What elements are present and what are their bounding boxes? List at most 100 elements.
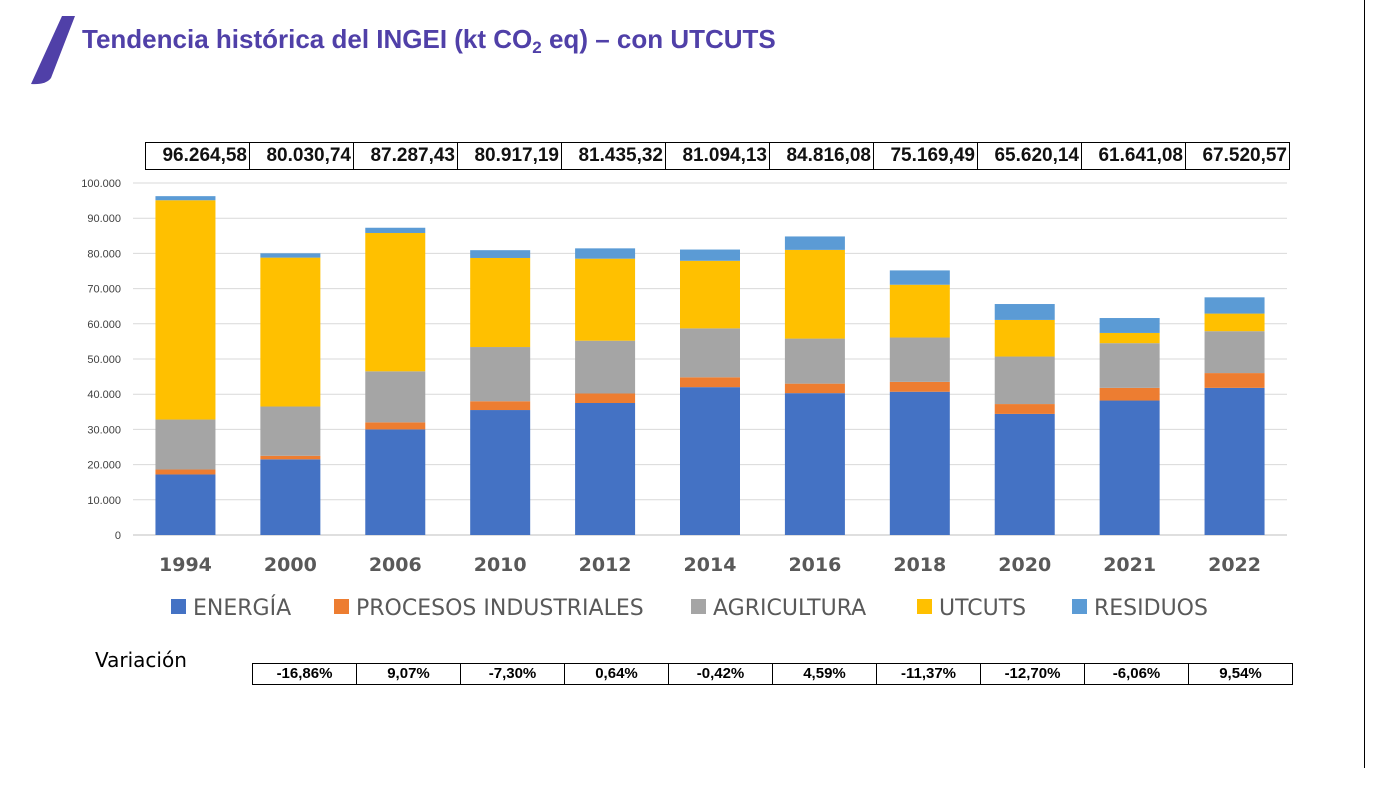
right-edge-divider xyxy=(1364,0,1365,768)
totals-row: 96.264,58 80.030,74 87.287,43 80.917,19 81.4… xyxy=(145,142,1290,170)
bar-segment-agricultura xyxy=(575,340,636,394)
bar-segment-utcuts xyxy=(1204,313,1265,332)
bar-segment-procesos-industriales xyxy=(1099,387,1160,401)
legend: ENERGÍA PROCESOS INDUSTRIALES AGRICULTURA U… xyxy=(171,595,1208,621)
bar-segment-procesos-industriales xyxy=(784,383,845,394)
total-cell: 81.435,32 xyxy=(561,142,666,170)
x-axis-tick-labels: 1994 2000 2006 2010 2012 2014 2016 2018 2020 2021… xyxy=(159,554,1261,576)
bar-segment-residuos xyxy=(365,227,426,233)
bar-segment-energía xyxy=(470,410,531,535)
legend-item: RESIDUOS xyxy=(1072,596,1208,621)
y-tick-label: 100.000 xyxy=(81,178,121,190)
x-tick-label: 2022 xyxy=(1208,554,1261,576)
x-tick-label: 2016 xyxy=(788,554,841,576)
x-tick-label: 2000 xyxy=(264,554,317,576)
y-tick-label: 50.000 xyxy=(87,354,121,366)
total-cell: 87.287,43 xyxy=(353,142,458,170)
title-end: eq) – con UTCUTS xyxy=(541,24,776,54)
variation-label: Variación xyxy=(95,648,187,672)
bar-segment-energía xyxy=(680,387,740,535)
variation-cell: 9,07% xyxy=(356,663,461,685)
bar-segment-procesos-industriales xyxy=(575,393,636,403)
bar-segment-residuos xyxy=(470,250,531,258)
page-title: Tendencia histórica del INGEI (kt CO2 eq… xyxy=(82,24,776,57)
variation-cell: -7,30% xyxy=(460,663,565,685)
legend-swatch xyxy=(917,599,932,614)
total-cell: 75.169,49 xyxy=(873,142,978,170)
variation-table: -16,86% 9,07% -7,30% 0,64% -0,42% 4,59% -11,37… xyxy=(252,663,1293,685)
bar-segment-procesos-industriales xyxy=(1204,373,1265,388)
legend-item: ENERGÍA xyxy=(171,595,291,621)
y-axis-tick-labels: 0 10.000 20.000 30.000 40.000 50.000 60.000 70.… xyxy=(81,178,121,542)
y-tick-label: 60.000 xyxy=(87,319,121,331)
bar-segment-energía xyxy=(994,413,1055,535)
total-cell: 61.641,08 xyxy=(1081,142,1186,170)
bar-segment-agricultura xyxy=(470,347,531,402)
bar-segment-agricultura xyxy=(260,406,321,456)
legend-label: UTCUTS xyxy=(939,596,1026,621)
bar-segment-residuos xyxy=(260,253,321,258)
bar-segment-procesos-industriales xyxy=(680,377,740,388)
total-cell: 67.520,57 xyxy=(1185,142,1290,170)
title-main: Tendencia histórica del INGEI (kt CO xyxy=(82,24,533,54)
bar-segment-agricultura xyxy=(365,371,426,423)
title-subscript: 2 xyxy=(532,38,542,57)
bar-segment-residuos xyxy=(155,196,216,201)
legend-item: UTCUTS xyxy=(917,596,1026,621)
legend-swatch xyxy=(1072,599,1087,614)
bar-segment-utcuts xyxy=(470,257,531,348)
y-tick-label: 80.000 xyxy=(87,248,121,260)
variation-cell: -11,37% xyxy=(876,663,981,685)
x-tick-label: 2020 xyxy=(998,554,1051,576)
bar-segment-procesos-industriales xyxy=(994,404,1055,414)
bar-segment-agricultura xyxy=(155,419,216,470)
x-tick-label: 2018 xyxy=(893,554,946,576)
variation-cell: 4,59% xyxy=(772,663,877,685)
bar-segment-energía xyxy=(784,393,845,535)
legend-label: ENERGÍA xyxy=(193,595,291,621)
bar-segment-agricultura xyxy=(1204,331,1265,374)
bar-segment-procesos-industriales xyxy=(155,469,216,475)
bar-segment-energía xyxy=(1099,400,1160,535)
y-tick-label: 20.000 xyxy=(87,460,121,472)
bars xyxy=(155,196,1265,535)
y-tick-label: 10.000 xyxy=(87,495,121,507)
bar-segment-utcuts xyxy=(889,284,950,338)
legend-swatch xyxy=(334,599,349,614)
x-tick-label: 2012 xyxy=(579,554,632,576)
variation-cell: -12,70% xyxy=(980,663,1085,685)
x-tick-label: 2014 xyxy=(684,554,737,576)
y-tick-label: 30.000 xyxy=(87,424,121,436)
bar-segment-residuos xyxy=(1204,297,1265,314)
logo-slash-icon xyxy=(31,16,75,85)
y-tick-label: 40.000 xyxy=(87,389,121,401)
bar-segment-agricultura xyxy=(889,337,950,382)
legend-label: AGRICULTURA xyxy=(713,596,866,621)
bar-segment-energía xyxy=(365,429,426,535)
bar-segment-agricultura xyxy=(994,356,1055,405)
x-tick-label: 1994 xyxy=(159,554,212,576)
bar-segment-utcuts xyxy=(155,200,216,420)
bar-segment-residuos xyxy=(680,249,740,261)
bar-segment-utcuts xyxy=(260,257,321,407)
legend-label: PROCESOS INDUSTRIALES xyxy=(356,596,644,621)
bar-segment-utcuts xyxy=(994,319,1055,357)
bar-segment-utcuts xyxy=(575,258,636,341)
y-tick-label: 0 xyxy=(115,530,121,542)
bar-segment-agricultura xyxy=(680,328,740,378)
x-tick-label: 2010 xyxy=(474,554,527,576)
y-tick-label: 70.000 xyxy=(87,284,121,296)
bar-segment-energía xyxy=(1204,387,1265,535)
bar-segment-procesos-industriales xyxy=(365,422,426,430)
bar-segment-residuos xyxy=(1099,318,1160,333)
bar-segment-utcuts xyxy=(365,232,426,372)
x-tick-label: 2006 xyxy=(369,554,422,576)
total-cell: 96.264,58 xyxy=(145,142,250,170)
variation-cell: 0,64% xyxy=(564,663,669,685)
legend-item: PROCESOS INDUSTRIALES xyxy=(334,596,644,621)
bar-segment-energía xyxy=(155,474,216,535)
bar-segment-utcuts xyxy=(1099,332,1160,344)
variation-row: -16,86% 9,07% -7,30% 0,64% -0,42% 4,59% -11,37… xyxy=(252,663,1293,685)
bar-segment-procesos-industriales xyxy=(889,381,950,392)
variation-cell: -0,42% xyxy=(668,663,773,685)
